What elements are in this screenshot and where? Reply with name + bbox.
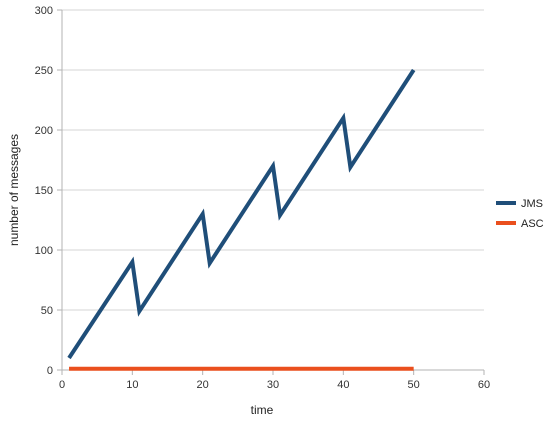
y-tick-label: 0 <box>47 365 53 377</box>
series-line-jms <box>67 68 416 360</box>
x-axis-title: time <box>251 403 274 417</box>
x-tick-label: 20 <box>197 379 209 391</box>
x-tick-label: 0 <box>59 379 65 391</box>
y-tick-label: 50 <box>41 305 53 317</box>
y-tick-label: 100 <box>35 245 53 257</box>
y-tick-label: 200 <box>35 125 53 137</box>
y-tick-label: 150 <box>35 185 53 197</box>
y-tick-label: 250 <box>35 65 53 77</box>
grid-lines <box>62 9 484 311</box>
x-tick-label: 60 <box>478 379 490 391</box>
legend-label-asc: ASC <box>521 218 544 230</box>
x-tick-label: 10 <box>126 379 138 391</box>
series-lines <box>67 68 416 371</box>
y-tick-label: 300 <box>35 5 53 17</box>
legend: JMS ASC <box>496 198 544 230</box>
y-axis-title: number of messages <box>7 134 21 246</box>
y-tick-labels: 0 50 100 150 200 250 300 <box>35 5 62 377</box>
x-tick-labels: 0 10 20 30 40 50 60 <box>59 370 490 391</box>
x-tick-label: 50 <box>408 379 420 391</box>
legend-label-jms: JMS <box>521 198 543 210</box>
x-tick-label: 40 <box>337 379 349 391</box>
x-tick-label: 30 <box>267 379 279 391</box>
